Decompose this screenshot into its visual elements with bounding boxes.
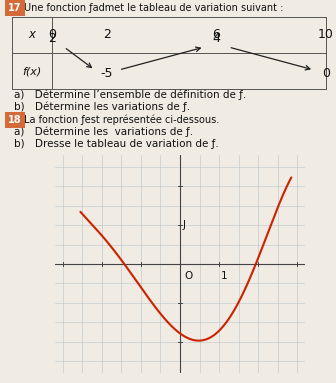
Text: La fonction ƒest représentée ci-dessous.: La fonction ƒest représentée ci-dessous. (24, 115, 219, 125)
Text: a) Détermine l’ensemble de définition de ƒ.: a) Détermine l’ensemble de définition de… (14, 90, 246, 100)
Text: Une fonction ƒadmet le tableau de variation suivant :: Une fonction ƒadmet le tableau de variat… (24, 3, 283, 13)
Text: 2: 2 (103, 28, 111, 41)
Text: x: x (29, 28, 36, 41)
Text: b) Dresse le tableau de variation de ƒ.: b) Dresse le tableau de variation de ƒ. (14, 139, 219, 149)
Text: O: O (184, 271, 192, 281)
Text: 2: 2 (48, 32, 56, 45)
Text: 18: 18 (8, 115, 22, 125)
Text: 0: 0 (48, 28, 56, 41)
Text: J: J (183, 220, 186, 230)
Text: 17: 17 (8, 3, 22, 13)
Text: 10: 10 (318, 28, 334, 41)
Text: 6: 6 (212, 28, 220, 41)
Text: a) Détermine les  variations de ƒ.: a) Détermine les variations de ƒ. (14, 127, 193, 137)
Text: 4: 4 (212, 32, 220, 45)
Text: -5: -5 (100, 67, 113, 80)
Text: 1: 1 (221, 271, 228, 281)
Text: 0: 0 (322, 67, 330, 80)
Text: b) Détermine les variations de ƒ.: b) Détermine les variations de ƒ. (14, 102, 190, 112)
Text: f(x): f(x) (23, 66, 42, 76)
